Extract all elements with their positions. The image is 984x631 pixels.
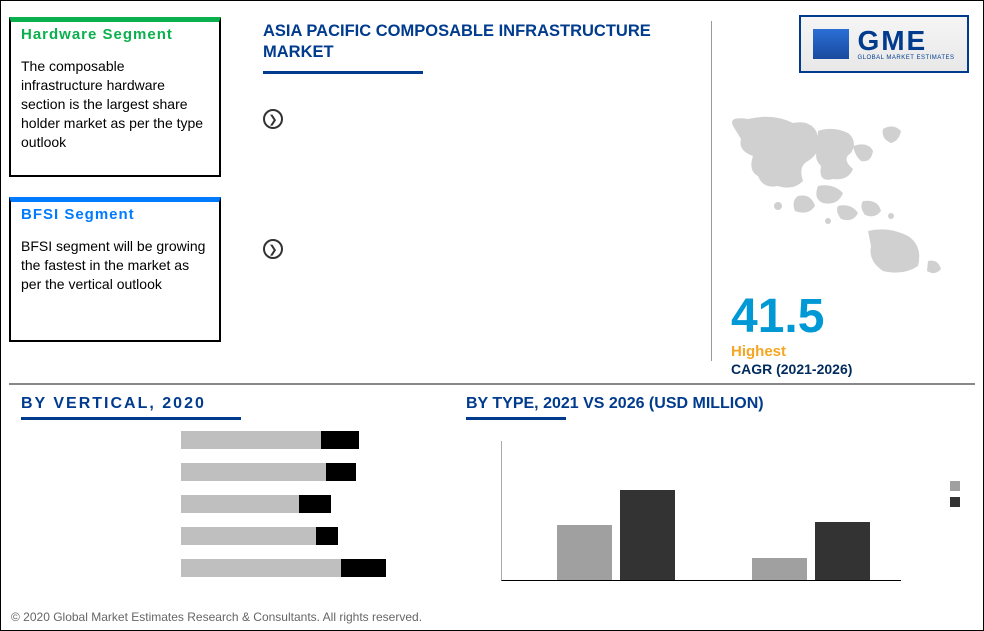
highest-label: Highest: [731, 343, 786, 360]
hbar-row: [181, 463, 386, 481]
gme-logo: GME GLOBAL MARKET ESTIMATES: [799, 15, 969, 73]
logo-subtext: GLOBAL MARKET ESTIMATES: [857, 55, 954, 61]
chevron-right-icon: ❯: [263, 109, 283, 129]
vbar: [752, 558, 807, 580]
legend-item-2021: [950, 481, 965, 491]
horizontal-divider: [9, 383, 975, 385]
vbar: [557, 525, 612, 580]
vbar: [815, 522, 870, 580]
chevron-right-icon: ❯: [263, 239, 283, 259]
asia-pacific-map: [723, 111, 953, 281]
by-type-title: BY TYPE, 2021 VS 2026 (USD MILLION): [466, 395, 764, 413]
main-title: ASIA PACIFIC COMPOSABLE INFRASTRUCTURE M…: [263, 21, 663, 64]
by-vertical-title: BY VERTICAL, 2020: [21, 395, 206, 413]
hardware-segment-box: Hardware Segment The composable infrastr…: [9, 17, 221, 177]
cagr-label: CAGR (2021-2026): [731, 361, 852, 377]
copyright-text: © 2020 Global Market Estimates Research …: [11, 610, 422, 624]
by-type-underline: [466, 417, 566, 420]
bullet-row-2: ❯: [263, 239, 693, 259]
bullet-row-1: ❯: [263, 109, 693, 129]
vertical-bar-chart: [181, 431, 386, 591]
hbar-row: [181, 527, 386, 545]
hardware-segment-text: The composable infrastructure hardware s…: [11, 51, 219, 157]
vbar: [620, 490, 675, 580]
main-title-underline: [263, 71, 423, 74]
hbar-row: [181, 559, 386, 577]
logo-icon: [813, 29, 849, 59]
bfsi-segment-box: BFSI Segment BFSI segment will be growin…: [9, 197, 221, 342]
cagr-value: 41.5: [731, 289, 824, 344]
vertical-divider: [711, 21, 712, 361]
bfsi-segment-text: BFSI segment will be growing the fastest…: [11, 231, 219, 300]
legend-item-2026: [950, 497, 965, 507]
bfsi-segment-title: BFSI Segment: [11, 202, 219, 231]
by-vertical-underline: [21, 417, 241, 420]
type-legend: [950, 481, 965, 513]
type-bar-chart: [501, 431, 901, 601]
hbar-row: [181, 431, 386, 449]
hbar-row: [181, 495, 386, 513]
logo-text: GME: [857, 27, 927, 55]
hardware-segment-title: Hardware Segment: [11, 22, 219, 51]
